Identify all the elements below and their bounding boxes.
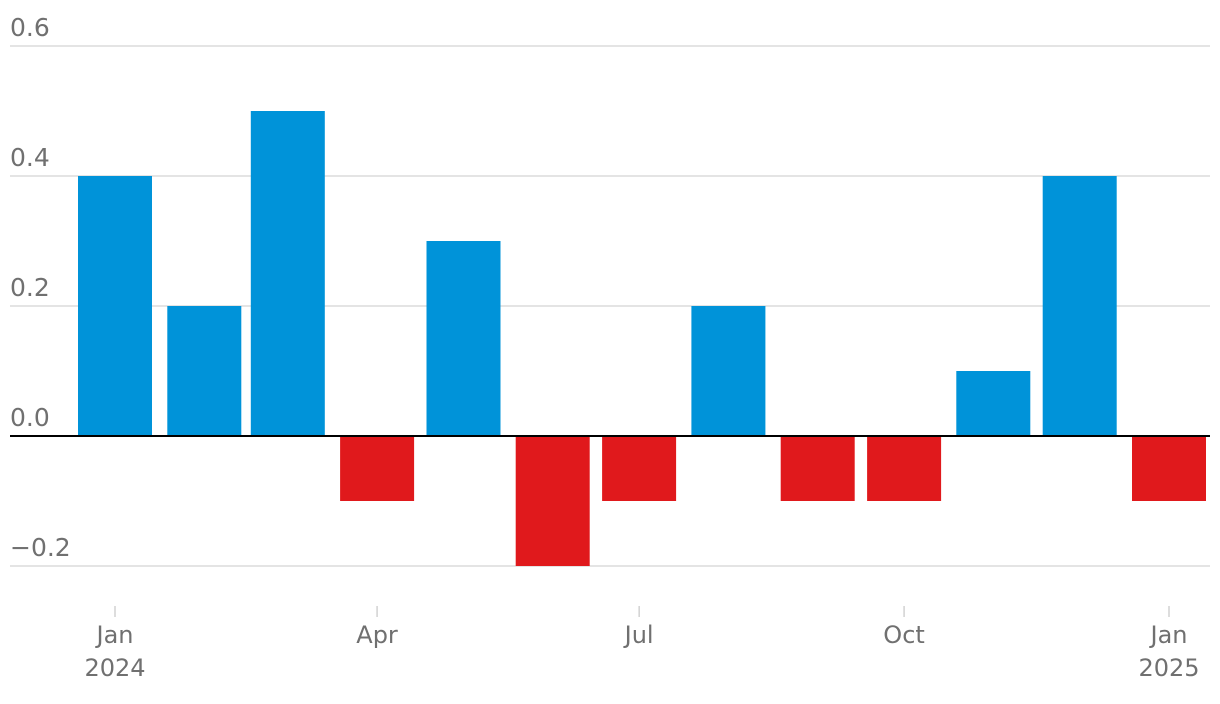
x-axis-ticks: Jan 2024 Apr Jul Oct Jan 2025 — [84, 606, 1200, 682]
bar — [780, 436, 855, 501]
bar — [1042, 176, 1117, 436]
y-tick-label: −0.2 — [10, 533, 71, 562]
y-axis-tick-labels: 0.6 0.4 0.2 0.0 −0.2 — [10, 13, 71, 562]
y-tick-label: 0.0 — [10, 403, 50, 432]
x-tick-label: Jul — [623, 621, 654, 649]
bar — [691, 306, 766, 436]
x-tick-year-label: 2025 — [1138, 654, 1199, 682]
bar — [956, 371, 1031, 436]
bar — [340, 436, 415, 501]
bar — [602, 436, 677, 501]
y-tick-label: 0.2 — [10, 273, 50, 302]
x-tick-label: Apr — [356, 621, 398, 649]
x-tick-label: Oct — [883, 621, 925, 649]
y-tick-label: 0.4 — [10, 143, 50, 172]
y-tick-label: 0.6 — [10, 13, 50, 42]
bar — [515, 436, 590, 566]
bar — [250, 111, 325, 436]
x-tick-year-label: 2024 — [84, 654, 145, 682]
bar — [1132, 436, 1206, 501]
x-tick-label: Jan — [95, 621, 134, 649]
bar — [78, 176, 152, 436]
x-tick-label: Jan — [1149, 621, 1188, 649]
bar — [426, 241, 501, 436]
bar — [167, 306, 242, 436]
bars — [78, 111, 1206, 566]
bar — [867, 436, 942, 501]
